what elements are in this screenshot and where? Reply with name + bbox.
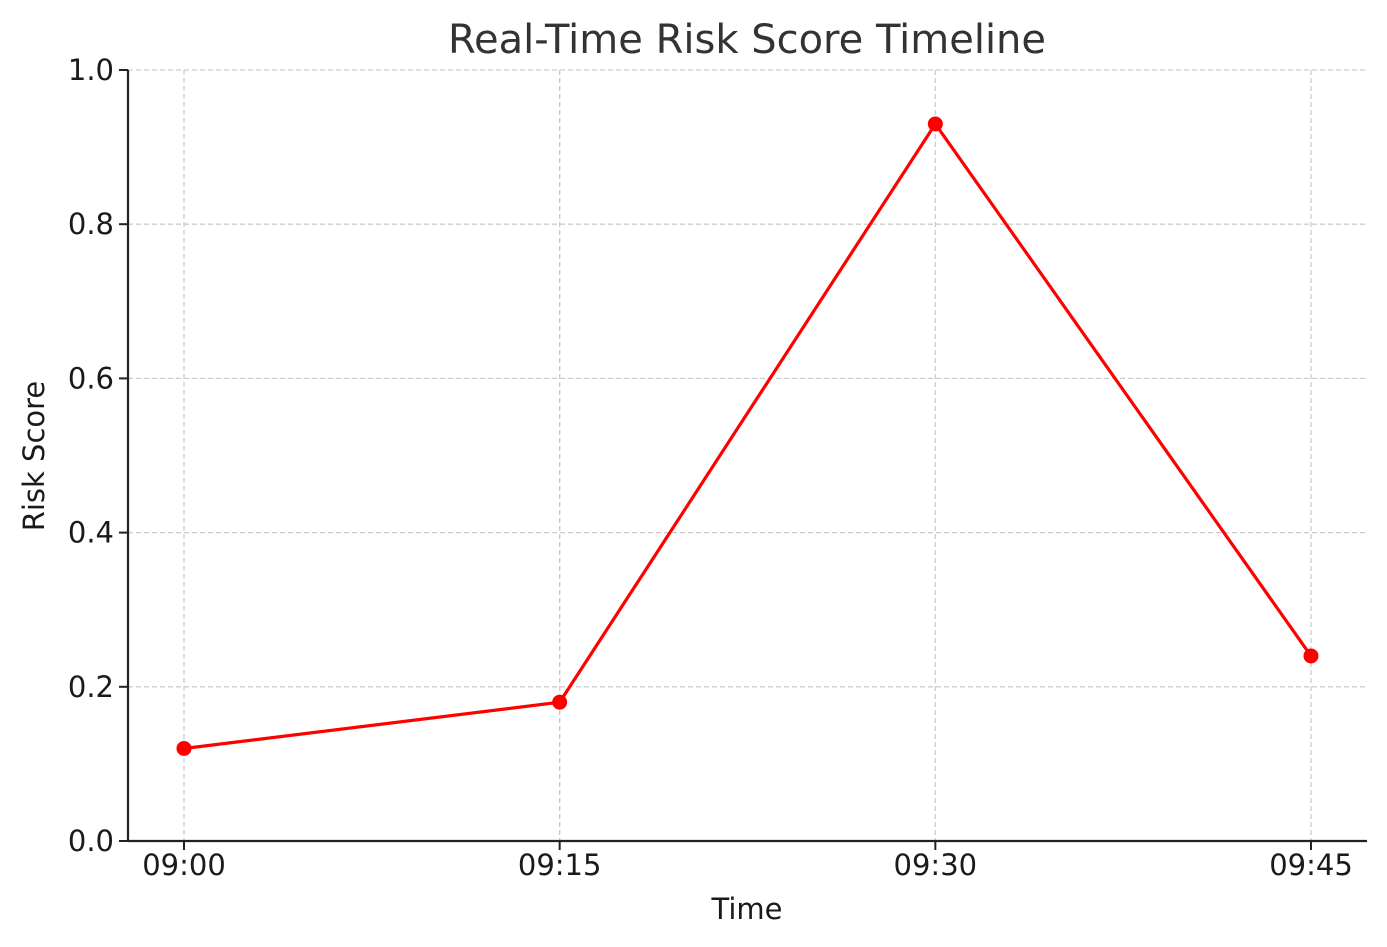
series-line <box>183 122 1313 751</box>
y-tick-label: 0.4 <box>68 516 114 550</box>
y-tick-label: 0.0 <box>68 824 114 858</box>
grid-layer <box>128 69 1367 842</box>
x-tick-label: 09:30 <box>894 848 978 882</box>
x-tick-label: 09:15 <box>518 848 602 882</box>
y-tick-label: 0.2 <box>68 670 114 704</box>
ticks-layer: 0.0 0.2 0.4 0.6 0.8 1.0 09:00 09:15 09:30 09:45 <box>68 53 1353 882</box>
x-tick-label: 09:00 <box>142 848 226 882</box>
y-axis-label: Risk Score <box>17 381 51 532</box>
series-layer <box>176 116 1319 756</box>
axes-layer <box>126 70 1367 843</box>
data-point <box>927 116 943 132</box>
x-tick-label: 09:45 <box>1269 848 1353 882</box>
data-point <box>552 694 568 710</box>
x-axis-label: Time <box>711 892 783 926</box>
y-tick-label: 0.6 <box>68 361 114 395</box>
data-point <box>1303 648 1319 664</box>
y-tick-label: 0.8 <box>68 207 114 241</box>
data-point <box>176 740 192 756</box>
y-tick-label: 1.0 <box>68 53 114 87</box>
chart-title: Real-Time Risk Score Timeline <box>448 17 1046 63</box>
